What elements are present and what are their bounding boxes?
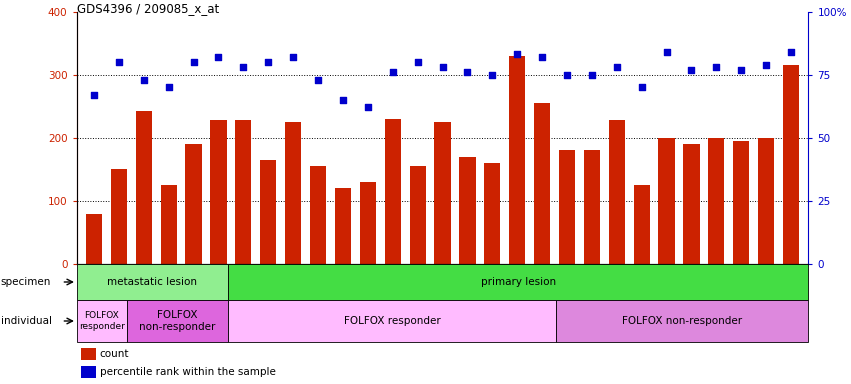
Bar (409, 166, 426, 264)
Point (610, 64, 624, 70)
Bar (285, 122, 301, 264)
Bar (310, 166, 326, 264)
Bar (608, 120, 625, 264)
Bar (783, 65, 799, 264)
Point (660, 49, 673, 55)
Text: FOLFOX non-responder: FOLFOX non-responder (622, 316, 742, 326)
Point (436, 64, 449, 70)
Point (261, 59, 275, 65)
Bar (210, 120, 226, 264)
Point (237, 64, 250, 70)
Point (361, 104, 374, 111)
Bar (334, 188, 351, 264)
Bar (683, 144, 700, 264)
Point (162, 84, 175, 90)
Text: specimen: specimen (1, 277, 51, 287)
Text: count: count (100, 349, 129, 359)
Bar (161, 185, 177, 264)
Bar (77, 300, 127, 342)
Bar (260, 160, 277, 264)
Bar (460, 157, 476, 264)
Bar (484, 163, 500, 264)
Point (411, 59, 425, 65)
Bar (556, 300, 808, 342)
Bar (634, 185, 650, 264)
Bar (559, 151, 575, 264)
Bar (659, 138, 675, 264)
Bar (235, 120, 251, 264)
Bar (534, 103, 551, 264)
Point (386, 69, 399, 75)
Bar (127, 300, 228, 342)
Bar (228, 264, 808, 300)
Point (186, 59, 200, 65)
Point (137, 77, 151, 83)
Text: percentile rank within the sample: percentile rank within the sample (100, 367, 276, 377)
Bar (708, 138, 724, 264)
Point (785, 49, 798, 55)
Point (535, 54, 549, 60)
Bar (111, 169, 127, 264)
Point (486, 71, 500, 78)
Text: individual: individual (1, 316, 52, 326)
Text: primary lesion: primary lesion (481, 277, 556, 287)
Point (585, 71, 599, 78)
Bar (734, 141, 750, 264)
Text: FOLFOX responder: FOLFOX responder (344, 316, 441, 326)
Text: FOLFOX
non-responder: FOLFOX non-responder (140, 310, 215, 332)
Point (112, 59, 126, 65)
Point (560, 71, 574, 78)
Point (336, 97, 350, 103)
Bar (509, 56, 525, 264)
Point (734, 66, 748, 73)
Bar (186, 144, 202, 264)
Bar (434, 122, 451, 264)
Point (212, 54, 226, 60)
Point (710, 64, 723, 70)
Bar (135, 111, 151, 264)
Point (635, 84, 648, 90)
Point (460, 69, 474, 75)
Bar (385, 119, 401, 264)
Bar (758, 138, 774, 264)
Bar (360, 182, 376, 264)
Point (311, 77, 325, 83)
Point (87, 92, 100, 98)
Bar (77, 264, 228, 300)
Text: metastatic lesion: metastatic lesion (107, 277, 197, 287)
Point (685, 66, 699, 73)
Point (511, 51, 524, 58)
Text: FOLFOX
responder: FOLFOX responder (79, 311, 125, 331)
Text: GDS4396 / 209085_x_at: GDS4396 / 209085_x_at (77, 2, 219, 15)
Point (759, 61, 773, 68)
Point (286, 54, 300, 60)
Bar (228, 300, 556, 342)
Bar (584, 151, 600, 264)
Bar (86, 214, 102, 264)
